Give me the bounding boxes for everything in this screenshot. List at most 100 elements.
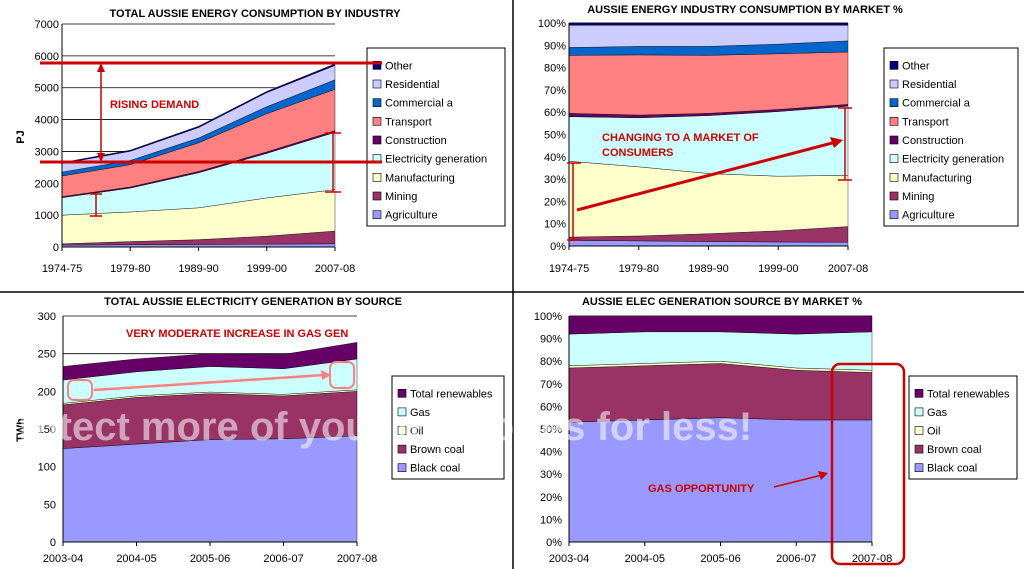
chart3-annotations: VERY MODERATE INCREASE IN GAS GEN: [67, 328, 355, 401]
legend-entry: Black coal: [927, 463, 977, 475]
legend-swatch: [889, 117, 899, 126]
legend-entry: Brown coal: [927, 444, 981, 456]
legend-swatch: [372, 191, 382, 201]
y-tick-label: 100%: [534, 311, 562, 323]
gas-increase-label: VERY MODERATE INCREASE IN GAS GEN: [126, 328, 348, 340]
y-tick-label: 100%: [538, 18, 566, 30]
legend-swatch: [889, 61, 899, 70]
y-tick-label: 80%: [540, 356, 562, 368]
legend-entry: Transport: [902, 116, 949, 128]
x-tick-label: 2005-06: [700, 553, 740, 565]
opportunity-arrow: [773, 474, 823, 488]
legend-entry: Black coal: [410, 463, 460, 475]
arrowhead-icon: [321, 370, 331, 380]
legend-entry: Mining: [902, 191, 934, 203]
legend-entry: Other: [385, 60, 413, 72]
legend-entry: Oil: [410, 426, 423, 438]
legend-swatch: [397, 426, 407, 435]
y-tick-label: 90%: [540, 334, 562, 346]
legend-swatch: [914, 463, 924, 473]
legend-swatch: [914, 388, 924, 398]
legend-entry: Total renewables: [410, 388, 493, 400]
y-tick-label: 50%: [540, 424, 562, 436]
y-tick-label: 40%: [540, 447, 562, 459]
y-tick-label: 200: [38, 386, 56, 398]
area-other: [61, 63, 336, 164]
y-tick-label: 30%: [544, 174, 566, 186]
legend-entry: Transport: [385, 116, 432, 128]
chart3-electricity-by-source: 0 50 100 150 200 250 300 2003-04 2004-05 2005-06 2…: [38, 311, 505, 565]
y-tick-label: 5000: [35, 83, 59, 95]
chart2-title: AUSSIE ENERGY INDUSTRY CONSUMPTION BY MA…: [587, 4, 903, 16]
x-tick-label: 2005-06: [190, 553, 230, 565]
chart1-energy-by-industry: 0 1000 2000 3000 4000 5000 6000 7000 1974-75 1979…: [35, 19, 506, 275]
y-tick-label: 100: [38, 462, 56, 474]
legend-box: [908, 375, 1018, 480]
x-tick-label: 1979-80: [619, 263, 659, 275]
x-tick-label: 2006-07: [776, 553, 816, 565]
x-tick-label: 1999-00: [758, 263, 798, 275]
chart4-elec-source-market-share: 0% 10% 20% 30% 40% 50% 60% 70% 80% 90% 100% 2003-04…: [534, 311, 1018, 565]
y-tick-label: 60%: [544, 107, 566, 119]
watermark: Protect more of your memories for less!: [0, 405, 752, 449]
legend-entry: Residential: [385, 79, 439, 91]
legend-box: [391, 375, 505, 480]
legend-entry: Total renewables: [927, 388, 1010, 400]
gas-opportunity-label: GAS OPPORTUNITY: [648, 483, 755, 495]
chart2-annotations: CHANGING TO A MARKET OF CONSUMERS: [567, 107, 852, 241]
legend-entry: Gas: [410, 407, 431, 419]
legend-entry: Manufacturing: [902, 172, 972, 184]
gas-trend-arrow: [93, 373, 325, 392]
x-tick-label: 2007-08: [852, 553, 892, 565]
y-tick-label: 70%: [540, 379, 562, 391]
legend-entry: Construction: [902, 135, 964, 147]
legend-swatch: [889, 173, 899, 182]
chart1-annotations: RISING DEMAND: [40, 61, 382, 217]
x-tick-label: 2004-05: [116, 553, 156, 565]
y-tick-label: 0: [50, 537, 56, 549]
legend-swatch: [889, 210, 899, 219]
rising-demand-label: RISING DEMAND: [110, 99, 199, 111]
y-tick-label: 10%: [544, 219, 566, 231]
y-tick-label: 0%: [550, 241, 566, 253]
y-tick-label: 20%: [540, 492, 562, 504]
legend-entry: Agriculture: [385, 210, 438, 222]
legend-swatch: [397, 463, 407, 473]
legend-swatch: [889, 98, 899, 107]
legend-swatch: [372, 135, 382, 145]
legend-entry: Mining: [385, 191, 417, 203]
y-tick-label: 150: [38, 424, 56, 436]
chart1-ylabel: PJ: [15, 130, 27, 143]
area-transport: [568, 51, 849, 116]
area-other: [568, 22, 849, 26]
legend-box: [366, 47, 506, 227]
market-change-label-line2: CONSUMERS: [602, 147, 674, 159]
legend-swatch: [397, 444, 407, 454]
y-tick-label: 80%: [544, 63, 566, 75]
arrowhead-icon: [818, 471, 828, 480]
trend-arrow: [576, 140, 837, 212]
y-tick-label: 20%: [544, 196, 566, 208]
legend-swatch: [889, 154, 899, 163]
chart3-title: TOTAL AUSSIE ELECTRICITY GENERATION BY S…: [104, 296, 402, 308]
y-tick-label: 50%: [544, 130, 566, 142]
chart3-ylabel: TWh: [15, 418, 27, 442]
y-tick-label: 40%: [544, 152, 566, 164]
legend-entry: Other: [902, 60, 930, 72]
watermark-text: Protect more of your memories for less!: [0, 405, 752, 449]
y-tick-label: 2000: [35, 178, 59, 190]
x-tick-label: 2007-08: [315, 263, 355, 275]
y-tick-label: 250: [38, 349, 56, 361]
y-tick-label: 60%: [540, 401, 562, 413]
legend-entry: Electricity generation: [385, 154, 487, 166]
legend-entry: Brown coal: [410, 444, 464, 456]
arrowhead-icon: [97, 63, 105, 72]
market-change-label-line1: CHANGING TO A MARKET OF: [602, 132, 759, 144]
x-tick-label: 1989-90: [178, 263, 218, 275]
arrowhead-icon: [830, 137, 843, 148]
y-tick-label: 300: [38, 311, 56, 323]
y-tick-label: 90%: [544, 40, 566, 52]
legend-swatch: [372, 210, 382, 219]
y-tick-label: 0: [53, 242, 59, 254]
